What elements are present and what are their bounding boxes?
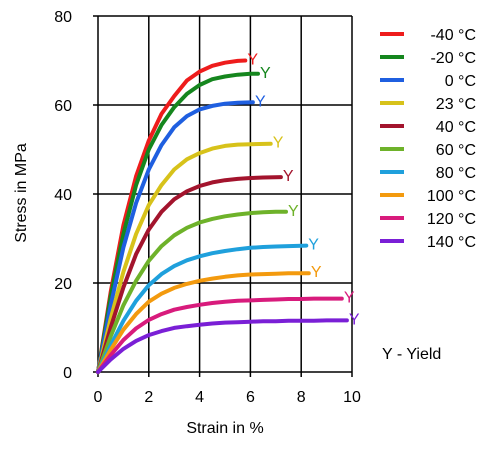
series-line [96,100,255,374]
y-tick-label: 80 [54,9,72,26]
legend-label: -40 °C [430,27,476,44]
y-axis-label: Stress in MPa [13,143,30,243]
yield-marker: Y [288,203,299,220]
x-tick-label: 8 [297,389,306,406]
tick-labels: 0 2 4 6 8 10 0 20 40 60 80 [54,9,361,406]
legend-label: 40 °C [436,119,476,136]
series-line [96,141,273,374]
series-line [96,296,344,374]
legend-label: 120 °C [427,211,476,228]
x-tick-label: 6 [246,389,255,406]
x-tick-label: 0 [94,389,103,406]
series-line [96,58,248,374]
series-line [96,71,260,374]
yield-marker: Y [308,237,319,254]
yield-marker: Y [283,168,294,185]
legend-label: -20 °C [430,50,476,67]
legend-label: 0 °C [445,73,476,90]
x-tick-label: 2 [144,389,153,406]
legend-label: 60 °C [436,142,476,159]
x-axis-label: Strain in % [186,420,263,437]
yield-marker: Y [247,52,258,69]
x-tick-label: 4 [195,389,204,406]
legend: -40 °C -20 °C 0 °C 23 °C 40 °C 60 °C 80 °C 100 … [380,27,476,251]
yield-marker: Y [273,135,284,152]
y-tick-label: 20 [54,276,72,293]
yield-marker: Y [255,93,266,110]
series-line [96,209,288,374]
series-line [96,243,309,374]
y-tick-label: 60 [54,98,72,115]
yield-marker: Y [349,311,360,328]
grid-lines [98,15,353,372]
legend-label: 23 °C [436,96,476,113]
legend-label: 80 °C [436,165,476,182]
series-line [96,271,311,374]
yield-marker: Y [260,65,271,82]
x-tick-label: 10 [343,389,361,406]
series-line [96,318,349,374]
legend-label: 100 °C [427,188,476,205]
legend-label: 140 °C [427,234,476,251]
yield-note: Y - Yield [382,346,441,363]
series-line [96,175,283,374]
y-tick-label: 40 [54,187,72,204]
yield-marker: Y [311,264,322,281]
yield-marker: Y [344,290,355,307]
y-tick-label: 0 [63,365,72,382]
